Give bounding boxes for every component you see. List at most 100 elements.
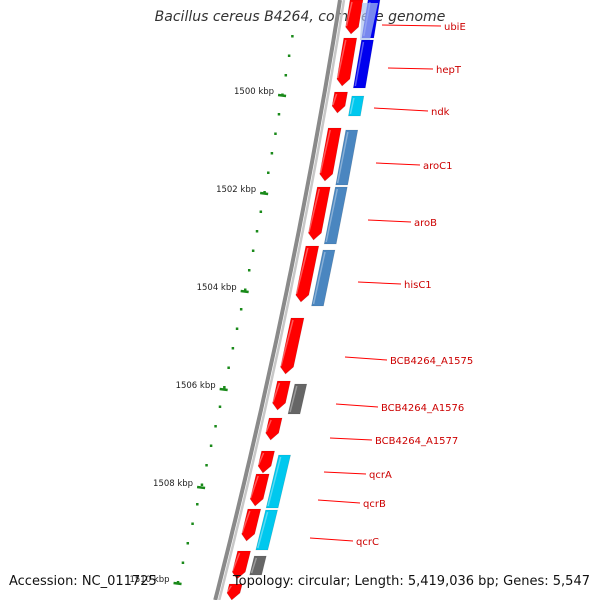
scale-tick — [173, 581, 182, 586]
cds-arrow — [331, 91, 348, 114]
gene-leader — [357, 281, 402, 285]
gene-leader — [335, 403, 379, 408]
gene-leader — [317, 499, 361, 504]
gene-label: aroB — [414, 218, 437, 229]
scale-dot — [186, 542, 190, 545]
cds-arrow-highlight — [249, 475, 259, 499]
scale-dot — [274, 132, 277, 135]
scale-dot — [181, 561, 185, 564]
scale-tick — [277, 93, 287, 98]
cds-arrow — [319, 127, 342, 182]
gene-labels: ubiE hepT ndk aroC1 aroB hisC1 BCB4264_A1575 BC… — [309, 22, 473, 548]
cds-arrow — [345, 0, 364, 35]
feature-track — [226, 0, 381, 600]
gene-bar — [335, 129, 359, 186]
backbone — [213, 0, 346, 600]
gene-bar — [255, 509, 278, 551]
cds-arrow-highlight — [257, 452, 265, 466]
scale-tick — [240, 289, 249, 294]
gene-label: BCB4264_A1575 — [390, 356, 473, 367]
gene-bar — [287, 383, 308, 415]
cds-arrow-highlight — [336, 39, 347, 79]
gene-label: BCB4264_A1576 — [381, 403, 464, 414]
cds-arrow — [241, 508, 262, 542]
scale-dot — [205, 464, 208, 467]
gene-bar — [311, 249, 336, 307]
gene-label: qcrC — [356, 537, 379, 548]
gene-bar-highlight — [354, 41, 365, 87]
accession-label: Accession: NC_011725 — [9, 574, 157, 589]
cds-arrow-highlight — [332, 93, 338, 106]
gene-bar — [323, 186, 348, 245]
gene-leader — [367, 219, 412, 223]
scale-tick — [196, 485, 206, 490]
gene-label: ubiE — [444, 22, 466, 33]
cds-arrow-highlight — [295, 247, 309, 295]
gene-leader — [373, 107, 429, 112]
scale-dot — [191, 522, 194, 525]
gene-label: hepT — [436, 65, 462, 76]
gene-label: ndk — [431, 107, 450, 118]
scale-dot — [235, 327, 239, 330]
scale-dot — [287, 54, 291, 57]
cds-arrow — [231, 550, 251, 580]
scale-tick — [219, 387, 228, 392]
scale-dot — [196, 503, 199, 506]
backbone-outer — [213, 0, 342, 600]
scale-dot — [263, 191, 266, 194]
scale-label: 1506 kbp — [176, 381, 216, 391]
scale-dot — [176, 581, 180, 584]
cds-arrow — [336, 37, 358, 87]
gene-leader — [381, 24, 442, 27]
scale-dot — [223, 386, 226, 389]
gene-leader — [375, 162, 421, 166]
scale-dot — [284, 74, 288, 77]
cds-arrow — [295, 245, 320, 303]
gene-bar-highlight — [336, 131, 349, 184]
cds-arrow-highlight — [231, 552, 241, 572]
cds-arrow — [308, 186, 331, 241]
cds-arrow — [265, 417, 283, 441]
cds-arrow-highlight — [226, 585, 232, 593]
scale-dot — [255, 230, 259, 233]
scale-dot — [239, 308, 243, 311]
scale-label: 1500 kbp — [234, 87, 274, 97]
gene-bar — [249, 555, 267, 576]
cds-arrow-highlight — [265, 419, 272, 433]
gene-label: qcrB — [363, 499, 386, 510]
cds-arrow-highlight — [272, 382, 281, 403]
cds-arrow — [272, 380, 291, 411]
gene-label: BCB4264_A1577 — [375, 436, 458, 447]
gene-label: hisC1 — [404, 280, 432, 291]
scale-dot — [291, 35, 294, 38]
gene-bar-highlight — [325, 188, 339, 243]
scale-dot — [218, 405, 222, 408]
cds-arrow-highlight — [241, 510, 251, 534]
cds-arrow-highlight — [308, 188, 321, 233]
scale-dot — [277, 113, 281, 116]
gene-leader — [323, 471, 367, 475]
gene-bar — [265, 454, 291, 509]
cds-arrow — [280, 317, 305, 375]
gene-label: qcrA — [369, 470, 392, 481]
gene-bar-highlight — [250, 557, 258, 574]
cds-arrow — [249, 473, 270, 507]
gene-bar-highlight — [257, 511, 269, 549]
scale-dot — [251, 249, 255, 252]
cds-arrow-highlight — [280, 319, 294, 367]
scale-dot — [214, 425, 217, 428]
scale-dot — [227, 366, 230, 369]
scale-tick — [259, 191, 269, 196]
scale-label: 1508 kbp — [153, 479, 193, 489]
cds-arrow-highlight — [319, 129, 331, 174]
scale-dot — [267, 171, 270, 174]
scale-label: 1504 kbp — [197, 283, 237, 293]
backbone-inner — [217, 0, 346, 600]
topology-label: Topology: circular; Length: 5,419,036 bp… — [232, 574, 590, 589]
cds-arrow — [257, 450, 275, 474]
scale-dot — [231, 347, 235, 350]
gene-bar-highlight — [289, 385, 298, 413]
gene-leader — [329, 437, 373, 441]
